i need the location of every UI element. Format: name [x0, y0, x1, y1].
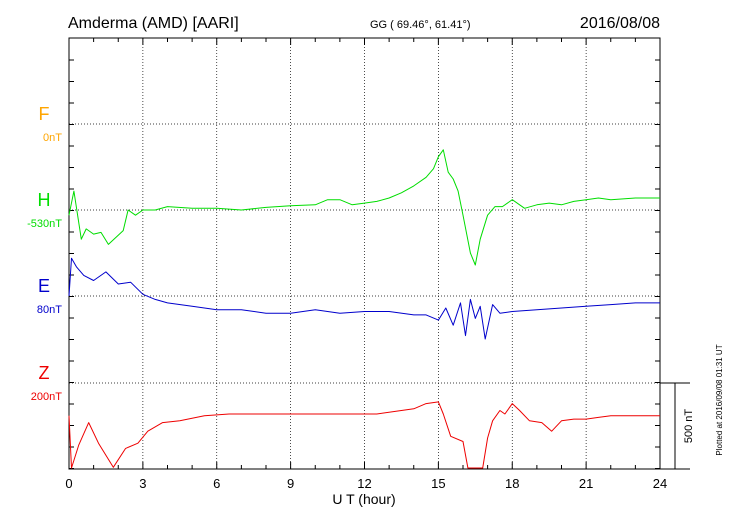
station-title: Amderma (AMD) [AARI] — [68, 15, 239, 32]
panel-labels: F 0nT H -530nT E 80nT Z 200nT — [27, 104, 62, 403]
x-tick-label: 12 — [357, 476, 371, 491]
x-tick-label: 18 — [505, 476, 519, 491]
x-tick-label: 3 — [139, 476, 146, 491]
plotted-timestamp: Plotted at 2016/09/08 01:31 UT — [715, 344, 724, 455]
x-axis-label: U T (hour) — [332, 491, 395, 507]
x-tick-label: 21 — [579, 476, 593, 491]
x-tick-labels: 0 3 6 9 12 15 18 21 24 — [65, 476, 667, 491]
panel-baseline-e: 80nT — [37, 304, 62, 316]
panel-name-f: F — [39, 104, 50, 124]
panel-baseline-z: 200nT — [31, 391, 62, 403]
date-label: 2016/08/08 — [580, 15, 660, 32]
x-tick-label: 15 — [431, 476, 445, 491]
series-line-h — [68, 149, 660, 266]
x-tick-label: 0 — [65, 476, 72, 491]
panel-name-z: Z — [39, 363, 50, 383]
panel-baseline-h: -530nT — [27, 218, 62, 230]
series-line-e — [68, 257, 660, 340]
axis-ticks — [68, 38, 661, 469]
scale-bar: 500 nT — [660, 382, 695, 470]
panel-name-h: H — [38, 190, 51, 210]
series-line-z — [68, 401, 660, 469]
data-traces — [68, 149, 660, 469]
scale-bar-label: 500 nT — [683, 409, 695, 444]
panel-name-e: E — [38, 276, 50, 296]
grid-lines — [69, 38, 660, 469]
coordinates-label: GG ( 69.46°, 61.41°) — [370, 19, 471, 31]
x-tick-label: 24 — [653, 476, 667, 491]
x-tick-label: 6 — [213, 476, 220, 491]
panel-baseline-f: 0nT — [43, 132, 62, 144]
x-tick-label: 9 — [287, 476, 294, 491]
